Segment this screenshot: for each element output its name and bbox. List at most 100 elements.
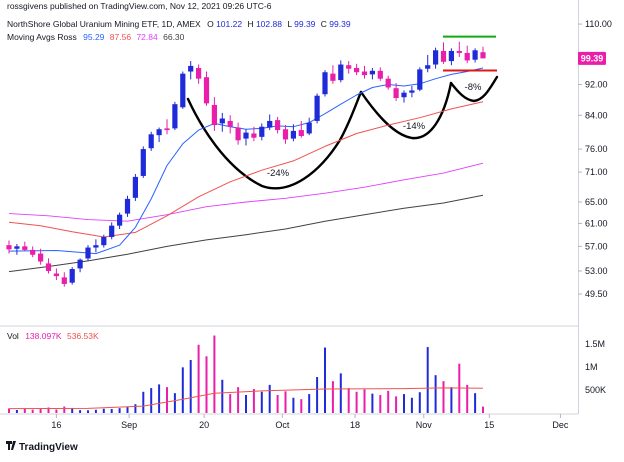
- volume-bar: [347, 388, 350, 413]
- low-label: L: [287, 19, 292, 29]
- volume-bar: [181, 367, 184, 413]
- candle-body: [338, 64, 344, 81]
- volume-bar: [150, 388, 153, 413]
- volume-tick-label: 1.5M: [585, 339, 605, 349]
- candles: [6, 41, 486, 287]
- candle-body: [30, 249, 36, 255]
- volume-bar: [15, 410, 18, 413]
- time-tick-label: 16: [51, 420, 61, 430]
- candle-body: [203, 77, 210, 104]
- candle-body: [156, 129, 162, 136]
- volume-bar: [189, 359, 192, 413]
- volume-bar: [166, 387, 168, 413]
- candle-body: [330, 73, 336, 81]
- price-tick-label: 76.00: [585, 144, 608, 154]
- volume-legend-title: Vol: [7, 331, 19, 341]
- time-tick-label: Sep: [121, 420, 137, 430]
- close-label: C: [321, 19, 327, 29]
- volume-bar: [173, 393, 176, 413]
- candle-body: [393, 88, 399, 99]
- volume-bar: [245, 395, 247, 413]
- volume-bar: [94, 409, 97, 413]
- volume-bar: [87, 410, 89, 413]
- ma-line-3: [8, 162, 484, 222]
- volume-average-line: [8, 387, 484, 410]
- candle-body: [101, 237, 107, 246]
- volume-bars: [8, 335, 484, 413]
- candle-body: [354, 68, 360, 73]
- volume-bar: [403, 394, 405, 413]
- last-price-label: 99.39: [581, 53, 604, 63]
- ma-legend: Moving Avgs Ross 95.29 87.56 72.84 66.30: [7, 32, 185, 42]
- volume-bar: [324, 347, 326, 413]
- price-tick-label: 49.50: [585, 289, 608, 299]
- ma-value-1: 95.29: [83, 32, 105, 42]
- candle-body: [417, 69, 423, 90]
- candle-body: [6, 245, 12, 250]
- candle-body: [472, 50, 478, 60]
- candle-body: [306, 122, 312, 134]
- volume-bar: [339, 373, 342, 413]
- candle-body: [251, 133, 257, 138]
- volume-bar: [260, 391, 263, 413]
- open-label: O: [207, 19, 214, 29]
- candle-body: [85, 247, 91, 259]
- tradingview-icon: [6, 441, 16, 450]
- candle-body: [188, 65, 194, 72]
- ma-value-4: 66.30: [163, 32, 185, 42]
- volume-bar: [371, 393, 374, 413]
- volume-bar: [237, 387, 240, 413]
- price-tick-label: 61.00: [585, 218, 608, 228]
- volume-tick-label: 500K: [585, 385, 606, 395]
- candle-body: [243, 132, 249, 139]
- candle-body: [433, 50, 439, 65]
- price-axis: 110.00 92.00 84.00 76.00 71.00 65.00 61.00 57.0…: [578, 19, 612, 299]
- volume-bar: [63, 406, 66, 413]
- handle-curve-1: [359, 81, 453, 140]
- drawdown-label-14: -14%: [403, 121, 426, 132]
- price-tick-label: 57.00: [585, 241, 608, 251]
- time-tick-label: Oct: [275, 420, 290, 430]
- handle-curve-2: [449, 75, 499, 103]
- candle-body: [227, 120, 233, 127]
- candle-body: [69, 269, 75, 283]
- candle-body: [164, 128, 170, 131]
- volume-bar: [47, 407, 50, 413]
- ma-value-2: 87.56: [110, 32, 132, 42]
- candle-body: [140, 149, 146, 176]
- candle-body: [314, 95, 320, 121]
- published-line: rossgivens published on TradingView.com,…: [7, 1, 272, 11]
- candle-body: [346, 65, 352, 69]
- candle-body: [22, 246, 28, 250]
- candle-body: [369, 70, 375, 75]
- volume-bar: [55, 409, 58, 413]
- candle-body: [385, 78, 391, 88]
- volume-bar: [134, 404, 137, 413]
- candle-body: [14, 246, 20, 249]
- volume-bar: [126, 407, 129, 413]
- volume-bar: [426, 347, 429, 413]
- volume-bar: [363, 389, 366, 413]
- candle-body: [377, 70, 383, 79]
- candle-body: [290, 130, 296, 139]
- open-value: 101.22: [216, 19, 242, 29]
- low-value: 99.39: [294, 19, 316, 29]
- candle-body: [259, 126, 265, 137]
- volume-legend: Vol 138.097K 536.53K: [7, 331, 99, 341]
- drawdown-label-24: -24%: [267, 168, 290, 179]
- candle-body: [322, 72, 328, 95]
- last-price-badge-bg: [578, 51, 606, 65]
- volume-value: 138.097K: [25, 331, 62, 341]
- volume-axis: 1.5M 1M 500K: [585, 339, 606, 395]
- candle-body: [148, 134, 154, 149]
- candle-body: [409, 90, 415, 93]
- volume-avg-value: 536.53K: [67, 331, 99, 341]
- candle-body: [196, 68, 202, 79]
- volume-bar: [434, 375, 437, 413]
- candle-body: [211, 104, 217, 126]
- candle-body: [282, 129, 289, 140]
- candle-body: [61, 277, 67, 284]
